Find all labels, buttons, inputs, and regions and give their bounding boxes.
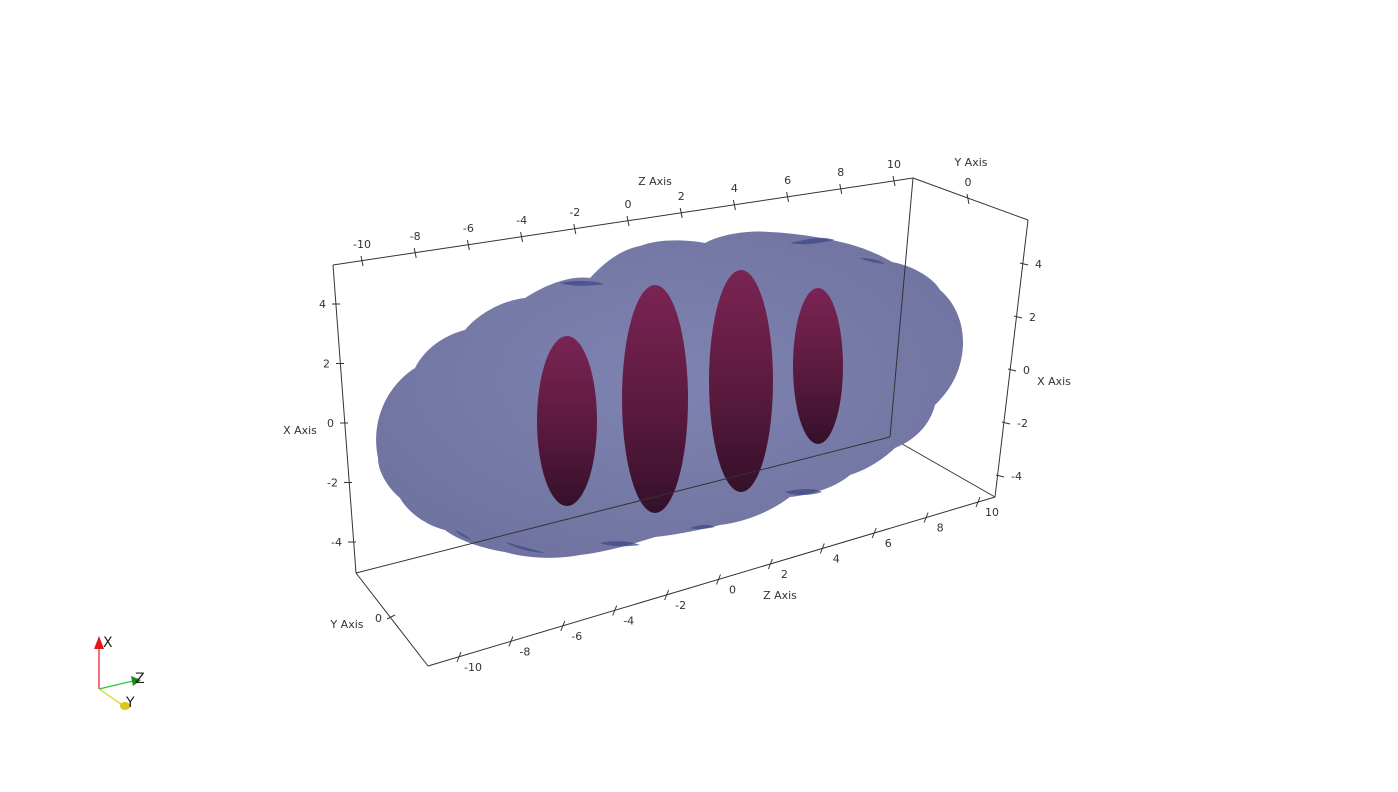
z-axis-bottom-tick [975, 496, 981, 508]
z-axis-top-tick [413, 247, 417, 259]
z-axis-bottom-tick [612, 605, 618, 616]
z-axis-bottom-tick [664, 589, 670, 601]
z-axis-top-title: Z Axis [638, 175, 672, 188]
bounding-box-front [332, 177, 996, 667]
z-axis-bottom-tick-label: -10 [464, 661, 482, 674]
z-axis-top-tick-label: 4 [731, 182, 738, 195]
z-axis-top-tick [679, 207, 683, 219]
y-axis-top-tick-label: 0 [965, 176, 972, 189]
z-axis-bottom-tick-label: -2 [675, 599, 686, 612]
y-axis-top-title: Y Axis [953, 156, 987, 169]
y-axis-bottom-tick [386, 614, 396, 620]
z-axis-bottom-tick [819, 543, 825, 554]
inner-ellipsoid [709, 270, 773, 492]
bounding-box-back [889, 177, 1029, 498]
z-axis-top-tick-label: 0 [625, 198, 632, 211]
x-axis-left-tick-label: 2 [323, 358, 330, 371]
outer-fold [600, 541, 640, 547]
x-axis-right-tick-label: 4 [1035, 258, 1042, 271]
x-axis-right-tick-label: 0 [1023, 364, 1030, 377]
x-axis-left-tick-label: 0 [327, 417, 334, 430]
x-axis-left-title: X Axis [283, 424, 317, 437]
z-axis-top-tick [520, 231, 524, 243]
inner-ellipsoid [537, 336, 597, 506]
z-axis-top-tick-label: -8 [410, 230, 421, 243]
z-axis-top-tick-label: 10 [887, 158, 901, 171]
orient-z-line [98, 680, 134, 690]
y-axis-top-tick [966, 193, 970, 205]
x-axis-right-tick-label: -2 [1017, 417, 1028, 430]
z-axis-bottom-tick [456, 651, 462, 663]
axis-layer: -10 -8 -6 -4 -2 0 2 4 6 8 10 -10 -8 -6 -4 -2 0 2 4 6 8 10 4 2 0 -… [319, 158, 1042, 674]
x-axis-right-tick-label: -4 [1011, 470, 1022, 483]
outer-fold [790, 237, 835, 245]
z-axis-bottom-tick-label: 4 [833, 553, 840, 566]
x-axis-right-tick [1013, 315, 1023, 319]
z-axis-bottom-tick-label: 2 [781, 568, 788, 581]
z-axis-bottom-tick-label: 8 [937, 522, 944, 535]
z-axis-bottom-title: Z Axis [763, 589, 797, 602]
x-axis-right-tick [1007, 368, 1017, 372]
outer-fold [560, 280, 605, 286]
outer-fold [785, 489, 822, 495]
x-axis-right-title: X Axis [1037, 375, 1071, 388]
z-axis-bottom-tick [560, 620, 566, 632]
z-axis-top-tick-label: 8 [837, 166, 844, 179]
orient-y-cone [120, 702, 130, 710]
z-axis-top-tick [839, 183, 843, 195]
x-axis-left-tick-label: 4 [319, 298, 326, 311]
z-axis-bottom-tick [871, 527, 877, 539]
inner-ellipsoid [793, 288, 843, 444]
z-axis-top-tick [466, 239, 470, 251]
outer-fold [860, 258, 885, 264]
orient-z-cone [131, 676, 141, 686]
z-axis-bottom-tick-label: -6 [571, 630, 582, 643]
x-axis-left-tick-label: -2 [327, 477, 338, 490]
orient-z-label: Z [135, 671, 145, 687]
z-axis-bottom-tick-label: 10 [985, 506, 999, 519]
x-axis-left-tick-label: -4 [331, 536, 342, 549]
z-axis-top-tick-label: 2 [678, 190, 685, 203]
z-axis-top-tick-label: -6 [463, 222, 474, 235]
z-axis-top-tick [732, 199, 736, 211]
z-axis-top-tick [892, 175, 896, 187]
z-axis-top-tick [626, 215, 630, 227]
inner-ellipsoid [622, 285, 688, 513]
z-axis-bottom-tick [716, 574, 721, 585]
z-axis-top-tick [360, 255, 364, 267]
z-axis-top-tick-label: -2 [569, 206, 580, 219]
x-axis-right-tick [1019, 262, 1029, 266]
outer-fold [455, 530, 472, 540]
orient-x-label: X [103, 635, 113, 651]
orientation-widget: X Z Y [94, 635, 145, 711]
z-axis-top-tick-label: 6 [784, 174, 791, 187]
orient-y-label: Y [125, 695, 135, 711]
z-axis-bottom-tick [508, 636, 514, 647]
outer-fold [505, 542, 545, 553]
z-axis-bottom-tick-label: -4 [623, 615, 634, 628]
outer-fold [690, 524, 715, 530]
inner-ellipsoids [537, 270, 843, 513]
z-axis-bottom-tick-label: -8 [519, 646, 530, 659]
z-axis-top-tick [573, 223, 577, 235]
z-axis-top-tick-label: -4 [516, 214, 527, 227]
z-axis-bottom-tick-label: 6 [885, 537, 892, 550]
z-axis-top-tick-label: -10 [353, 238, 371, 251]
z-axis-bottom-tick [923, 512, 929, 523]
x-axis-right-tick [995, 474, 1005, 478]
z-axis-bottom-tick-label: 0 [729, 584, 736, 597]
orient-y-line [98, 688, 122, 705]
orient-x-cone [94, 636, 104, 649]
z-axis-bottom-tick [767, 558, 773, 570]
y-axis-bottom-title: Y Axis [329, 618, 363, 631]
x-axis-right-tick [1001, 421, 1011, 425]
x-axis-right-tick-label: 2 [1029, 311, 1036, 324]
y-axis-bottom-tick-label: 0 [375, 612, 382, 625]
z-axis-top-tick [786, 191, 790, 203]
